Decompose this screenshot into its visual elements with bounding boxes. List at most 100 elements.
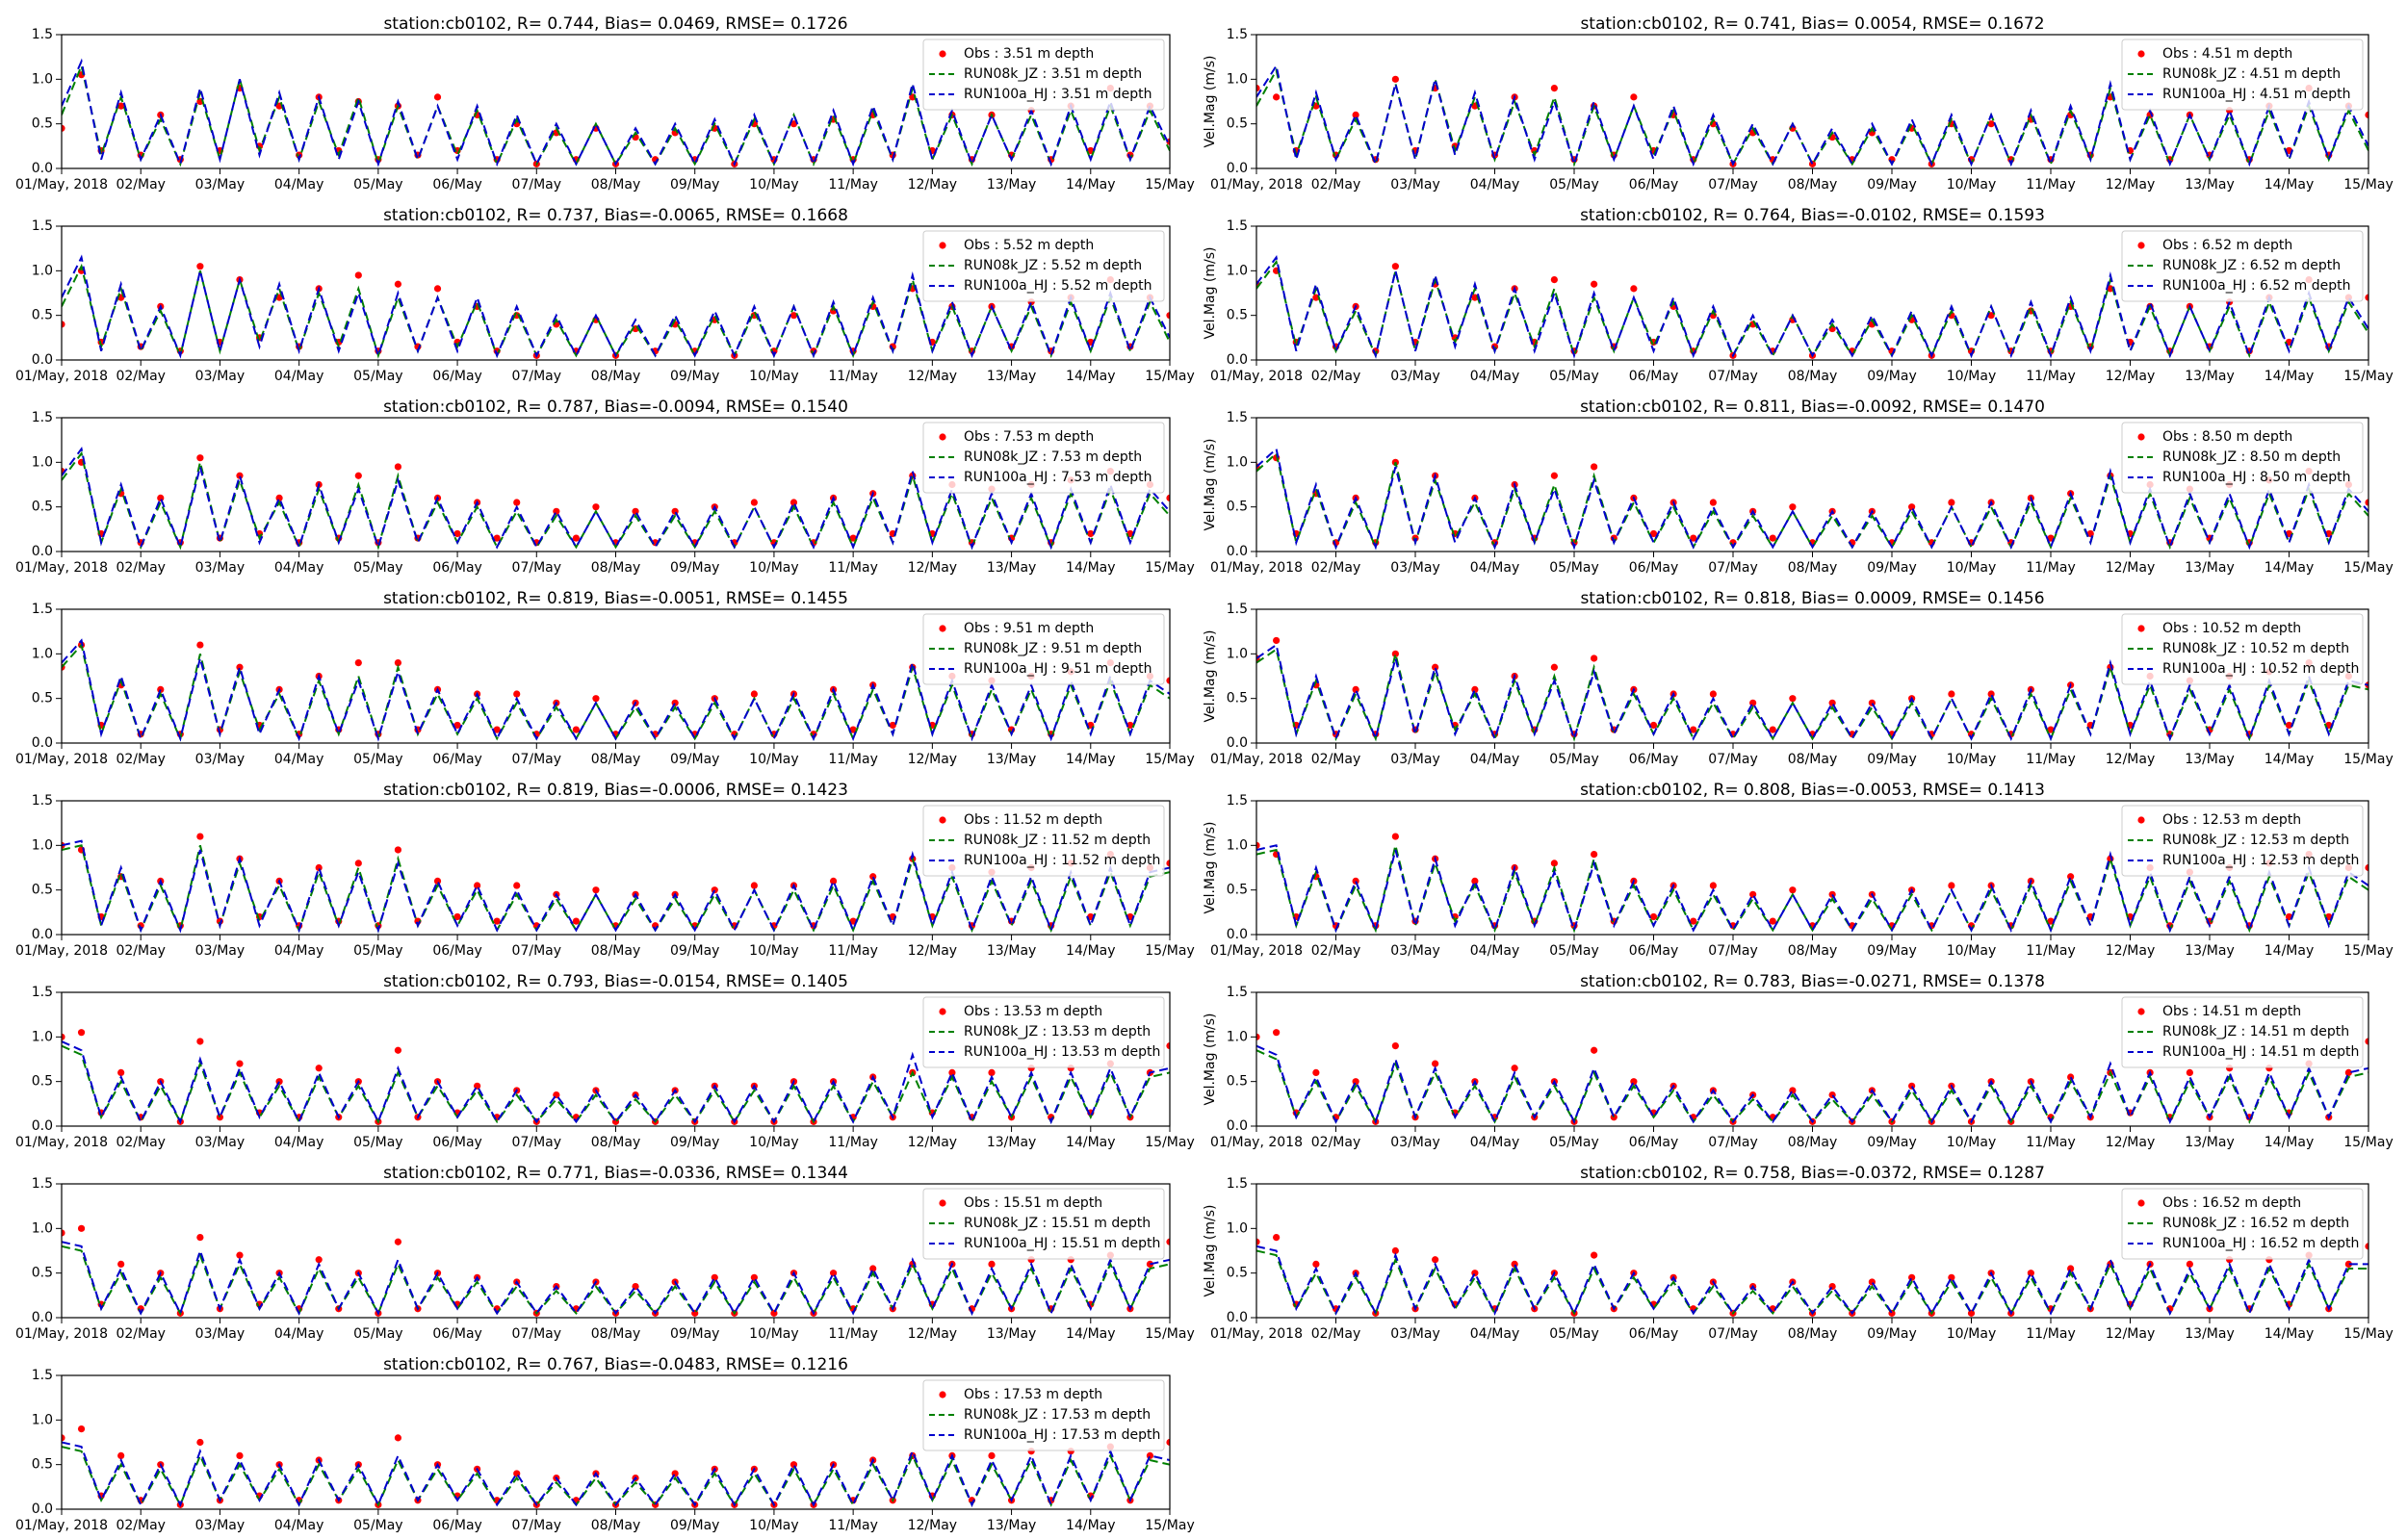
y-tick-label: 0.5 — [32, 1457, 53, 1473]
x-tick-label: 03/May — [195, 177, 245, 192]
obs-point — [117, 1068, 125, 1076]
y-tick-label: 1.0 — [32, 263, 53, 278]
x-tick-label: 08/May — [1788, 560, 1837, 576]
legend-label: RUN08k_JZ : 10.52 m depth — [2162, 641, 2349, 656]
legend: Obs : 17.53 m depth RUN08k_JZ : 17.53 m d… — [922, 1379, 1165, 1451]
obs-point — [1591, 654, 1598, 662]
axes-frame — [1255, 225, 2369, 361]
obs-point — [77, 1224, 86, 1232]
x-tick-label: 10/May — [749, 1326, 798, 1342]
x-tick-label: 14/May — [2265, 560, 2314, 576]
obs-point — [1591, 1251, 1598, 1259]
x-tick-label: 08/May — [1788, 752, 1837, 767]
obs-point — [196, 454, 204, 462]
x-tick-label: 03/May — [1390, 943, 1439, 959]
obs-point — [1591, 463, 1598, 471]
panel-title: station:cb0102, R= 0.758, Bias=-0.0372, … — [1580, 1164, 2045, 1183]
obs-point — [493, 534, 501, 542]
x-tick-label: 01/May, 2018 — [15, 752, 108, 767]
obs-point — [1166, 860, 1170, 867]
obs-point — [453, 912, 461, 921]
y-tick-label: 1.5 — [32, 410, 53, 425]
obs-point — [196, 1234, 204, 1242]
x-tick-label: 13/May — [987, 943, 1036, 959]
obs-point — [275, 1078, 283, 1086]
model-line — [1256, 1245, 2368, 1317]
obs-point — [1273, 93, 1281, 101]
legend-label: RUN08k_JZ : 7.53 m depth — [964, 449, 1142, 465]
obs-point — [315, 1065, 323, 1072]
x-tick-label: 05/May — [353, 177, 402, 192]
model-line — [1256, 451, 2368, 551]
obs-point — [750, 690, 758, 698]
y-tick-label: 1.5 — [32, 218, 53, 234]
x-tick-label: 10/May — [1947, 752, 1996, 767]
panel-title: station:cb0102, R= 0.771, Bias=-0.0336, … — [383, 1164, 848, 1183]
obs-point — [988, 1260, 996, 1268]
x-tick-label: 05/May — [353, 752, 402, 767]
x-tick-label: 01/May, 2018 — [1210, 177, 1303, 192]
x-tick-label: 10/May — [749, 1135, 798, 1150]
obs-point — [1166, 1438, 1170, 1447]
legend-label: RUN08k_JZ : 5.52 m depth — [964, 258, 1142, 273]
legend-label: RUN100a_HJ : 6.52 m depth — [2162, 278, 2350, 294]
y-tick-label: 1.5 — [1227, 985, 1248, 1000]
x-tick-label: 15/May — [1145, 752, 1194, 767]
panel-title: station:cb0102, R= 0.819, Bias=-0.0051, … — [383, 589, 848, 608]
obs-point — [474, 882, 481, 889]
x-tick-label: 04/May — [274, 560, 324, 576]
legend-label: RUN100a_HJ : 5.52 m depth — [964, 278, 1152, 294]
legend: Obs : 9.51 m depth RUN08k_JZ : 9.51 m dep… — [922, 613, 1165, 685]
legend-label: RUN08k_JZ : 6.52 m depth — [2162, 258, 2341, 273]
x-tick-label: 02/May — [1311, 177, 1360, 192]
axes-frame — [61, 1183, 1171, 1319]
x-tick-label: 04/May — [274, 1518, 324, 1533]
obs-point — [1432, 663, 1439, 671]
obs-point — [513, 690, 521, 698]
obs-point — [1649, 529, 1658, 538]
x-tick-label: 09/May — [670, 560, 719, 576]
x-tick-label: 08/May — [591, 560, 640, 576]
obs-point — [1166, 1238, 1170, 1245]
plot-area — [1256, 1234, 2368, 1317]
x-tick-label: 03/May — [195, 1326, 245, 1342]
legend: Obs : 6.52 m depth RUN08k_JZ : 6.52 m dep… — [2121, 230, 2364, 302]
panel-title: station:cb0102, R= 0.808, Bias=-0.0053, … — [1580, 781, 2045, 800]
obs-point — [1769, 534, 1776, 542]
axes-frame — [1255, 417, 2369, 552]
x-tick-label: 02/May — [1311, 369, 1360, 384]
obs-point — [1550, 663, 1558, 671]
x-tick-label: 13/May — [987, 369, 1036, 384]
model-line — [1256, 1249, 2368, 1316]
x-tick-label: 01/May, 2018 — [15, 177, 108, 192]
y-axis-label: Vel.Mag (m/s) — [1203, 1204, 1218, 1296]
obs-point — [789, 312, 798, 320]
obs-point — [750, 882, 758, 889]
obs-point — [572, 534, 580, 542]
y-tick-label: 0.0 — [32, 927, 53, 942]
y-axis-label: Vel.Mag (m/s) — [1203, 1013, 1218, 1105]
y-tick-label: 1.5 — [1227, 218, 1248, 234]
panel-title: station:cb0102, R= 0.783, Bias=-0.0271, … — [1580, 972, 2045, 991]
x-tick-label: 09/May — [670, 1135, 719, 1150]
x-tick-label: 11/May — [828, 560, 877, 576]
x-tick-label: 09/May — [1867, 1326, 1916, 1342]
x-tick-label: 12/May — [908, 1135, 957, 1150]
axes-frame — [1255, 1183, 2369, 1319]
x-tick-label: 12/May — [2106, 177, 2155, 192]
x-tick-label: 14/May — [2265, 1326, 2314, 1342]
legend-label: RUN08k_JZ : 12.53 m depth — [2162, 833, 2349, 848]
legend-label: Obs : 13.53 m depth — [964, 1004, 1102, 1019]
legend-label: RUN08k_JZ : 16.52 m depth — [2162, 1216, 2349, 1231]
obs-point — [1166, 312, 1170, 320]
legend: Obs : 3.51 m depth RUN08k_JZ : 3.51 m dep… — [922, 38, 1165, 111]
x-tick-label: 03/May — [195, 943, 245, 959]
x-tick-label: 12/May — [908, 560, 957, 576]
obs-point — [275, 494, 283, 502]
x-tick-label: 03/May — [1390, 752, 1439, 767]
y-tick-label: 0.0 — [32, 735, 53, 751]
y-tick-label: 0.5 — [32, 691, 53, 706]
obs-point — [394, 1046, 402, 1054]
x-tick-label: 12/May — [908, 177, 957, 192]
obs-point — [1256, 1238, 1260, 1245]
